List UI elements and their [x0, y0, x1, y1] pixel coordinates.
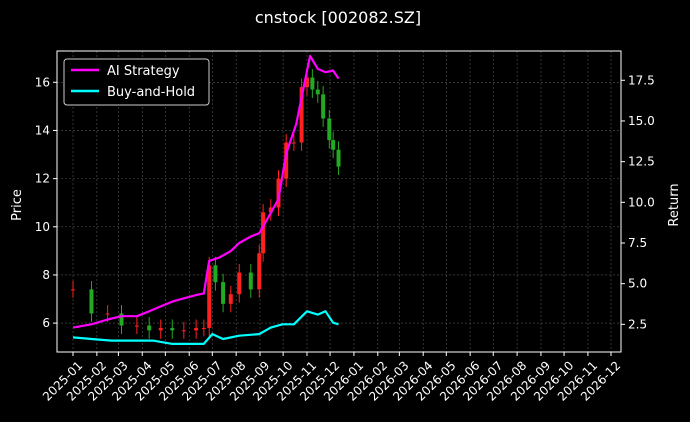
candle-body	[268, 207, 273, 213]
candle-body	[327, 118, 332, 141]
candle-body	[228, 294, 233, 304]
legend: AI Strategy Buy-and-Hold	[63, 58, 210, 106]
candle-body	[194, 327, 199, 331]
candle-body	[134, 325, 139, 327]
left-y-tick-label: 8	[42, 268, 50, 282]
candle-body	[147, 325, 152, 331]
candle-body	[237, 272, 242, 295]
candle-body	[299, 87, 304, 143]
legend-label-buy-and-hold: Buy-and-Hold	[107, 85, 195, 100]
candle-body	[181, 330, 186, 332]
right-y-tick-label: 2.5	[628, 317, 647, 331]
right-axis-label: Return	[667, 183, 682, 226]
candle-body	[321, 94, 326, 119]
chart-title: cnstock [002082.SZ]	[255, 8, 421, 27]
candle-body	[105, 313, 110, 315]
left-y-tick-label: 10	[35, 220, 50, 234]
buy-and-hold-line	[72, 310, 339, 345]
left-y-tick-label: 16	[35, 75, 50, 89]
plot-frame	[56, 50, 622, 353]
candle-body	[170, 327, 175, 331]
candle-body	[158, 327, 163, 331]
candle-body	[336, 149, 341, 167]
left-y-tick-label: 12	[35, 172, 50, 186]
left-y-axis: 6 8 10 12 14 16	[35, 75, 57, 330]
left-axis-label: Price	[10, 189, 25, 221]
right-y-tick-label: 12.5	[628, 155, 655, 169]
candle-body	[248, 272, 253, 290]
right-y-tick-label: 17.5	[628, 73, 655, 87]
candle-body	[201, 327, 206, 329]
candle-body	[213, 265, 218, 283]
right-y-tick-label: 7.5	[628, 236, 647, 250]
right-y-tick-label: 15.0	[628, 114, 655, 128]
right-y-axis: 2.5 5.0 7.5 10.0 12.5 15.0 17.5	[621, 73, 655, 331]
candle-body	[284, 142, 289, 179]
candle-body	[315, 89, 320, 95]
candle-body	[331, 140, 336, 150]
left-y-tick-label: 14	[35, 123, 50, 137]
strategy-lines	[72, 54, 340, 345]
legend-label-ai-strategy: AI Strategy	[107, 64, 180, 79]
candle-body	[221, 282, 226, 304]
candle-body	[261, 212, 266, 254]
right-y-tick-label: 5.0	[628, 277, 647, 291]
candle-body	[310, 77, 315, 90]
legend-box	[63, 58, 210, 106]
x-axis: 2025-012025-022025-032025-042025-052025-…	[40, 352, 623, 404]
candle-body	[304, 77, 309, 88]
candle-body	[119, 313, 124, 326]
candle-body	[257, 253, 262, 290]
candle-body	[291, 142, 296, 144]
candle-body	[89, 289, 94, 314]
price-candles	[71, 69, 341, 339]
ai-strategy-line	[72, 54, 340, 329]
candle-body	[207, 265, 212, 328]
left-y-tick-label: 6	[42, 316, 50, 330]
right-y-tick-label: 10.0	[628, 195, 655, 209]
candle-body	[71, 289, 75, 291]
